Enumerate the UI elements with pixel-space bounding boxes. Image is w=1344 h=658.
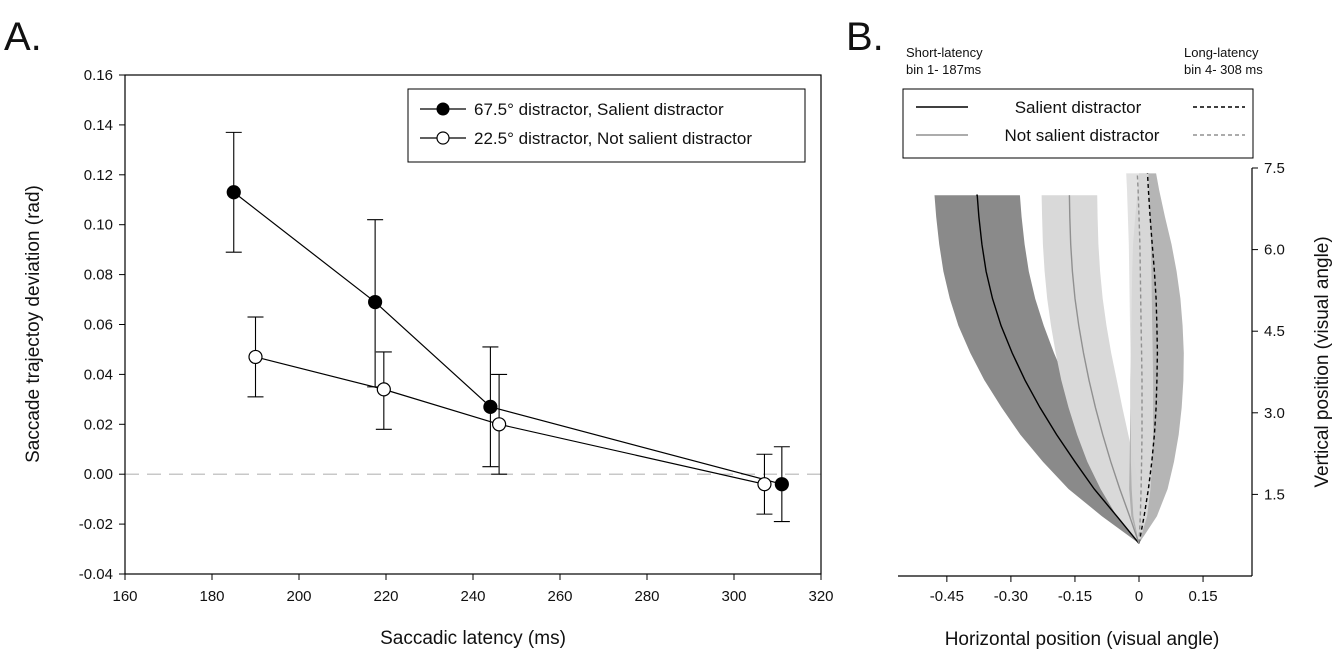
data-point-filled [368, 294, 383, 310]
y-tick-label: 0.00 [84, 466, 113, 483]
chart-a-legend-box [407, 88, 806, 163]
x-tick-label: 220 [373, 588, 398, 605]
series-line-filled [233, 191, 783, 485]
trajectory-line-short-0 [976, 194, 1140, 544]
trajectory-band-short-1 [1041, 195, 1143, 544]
x-tick-label: 280 [634, 588, 659, 605]
y-tick-label: 0.08 [84, 267, 113, 284]
legend-a-label-1: 67.5° distractor, Salient distractor [474, 100, 724, 119]
b-x-tick-label: 0 [1135, 588, 1143, 605]
data-point-open [492, 417, 507, 432]
x-tick-label: 180 [199, 588, 224, 605]
panel-a-letter: A. [4, 15, 42, 59]
short-latency-bin: bin 1- 187ms [906, 62, 982, 77]
y-tick-label: 0.16 [84, 67, 113, 84]
data-point-open [757, 477, 772, 492]
b-y-tick-label: 7.5 [1264, 160, 1285, 177]
data-point-filled [483, 399, 498, 414]
y-tick-label: 0.14 [84, 117, 113, 134]
chart-b-x-axis-title: Horizontal position (visual angle) [945, 629, 1220, 650]
x-tick-label: 240 [460, 588, 485, 605]
chart-b-y-axis-title: Vertical position (visual angle) [1312, 236, 1333, 487]
trajectory-line-long-2 [1138, 173, 1159, 544]
b-y-tick-label: 6.0 [1264, 242, 1285, 259]
chart-a-y-axis-title: Saccade trajectoy deviation (rad) [23, 185, 44, 463]
b-x-tick-label: -0.15 [1058, 588, 1092, 605]
trajectory-band-long-3 [1126, 173, 1154, 544]
chart-b-legend-box [902, 88, 1254, 159]
b-x-tick-label: 0.15 [1188, 588, 1217, 605]
chart-a-x-axis-title: Saccadic latency (ms) [380, 628, 566, 649]
x-tick-label: 160 [112, 588, 137, 605]
trajectory-line-long-3 [1136, 173, 1143, 544]
chart-a-legend: 67.5° distractor, Salient distractor 22.… [407, 88, 806, 163]
chart-b-legend: Salient distractor Not salient distracto… [902, 88, 1254, 159]
legend-a-marker-filled [436, 102, 450, 116]
y-tick-label: 0.12 [84, 167, 113, 184]
y-tick-label: 0.10 [84, 217, 113, 234]
b-y-tick-label: 4.5 [1264, 323, 1285, 340]
trajectory-line-short-1 [1068, 195, 1140, 544]
y-tick-label: -0.04 [79, 566, 113, 583]
chart-b: Short-latency bin 1- 187ms Long-latency … [898, 45, 1333, 650]
chart-a: 160 180 200 220 240 260 280 300 320 -0.04 -0.02 0.… [23, 67, 834, 649]
b-y-tick-label: 1.5 [1264, 486, 1285, 503]
data-point-open [248, 349, 263, 365]
data-point-filled [774, 477, 789, 492]
legend-a-label-2: 22.5° distractor, Not salient distractor [474, 129, 752, 148]
legend-a-marker-open [436, 131, 450, 145]
long-latency-label: Long-latency [1184, 45, 1259, 60]
data-point-filled [226, 185, 241, 200]
b-y-tick-label: 3.0 [1264, 405, 1285, 422]
x-tick-label: 300 [721, 588, 746, 605]
y-tick-label: -0.02 [79, 516, 113, 533]
data-point-open [376, 382, 391, 397]
short-latency-label: Short-latency [906, 45, 983, 60]
y-tick-label: 0.06 [84, 317, 113, 334]
legend-b-label-salient: Salient distractor [1015, 98, 1142, 117]
y-tick-label: 0.02 [84, 416, 113, 433]
b-x-tick-label: -0.30 [994, 588, 1028, 605]
y-tick-label: 0.04 [84, 366, 113, 383]
x-tick-label: 260 [547, 588, 572, 605]
legend-b-label-notsalient: Not salient distractor [1005, 126, 1160, 145]
series-line-open [255, 356, 765, 485]
panel-b-letter: B. [846, 15, 884, 59]
x-tick-label: 200 [286, 588, 311, 605]
x-tick-label: 320 [808, 588, 833, 605]
b-x-tick-label: -0.45 [930, 588, 964, 605]
long-latency-bin: bin 4- 308 ms [1184, 62, 1263, 77]
